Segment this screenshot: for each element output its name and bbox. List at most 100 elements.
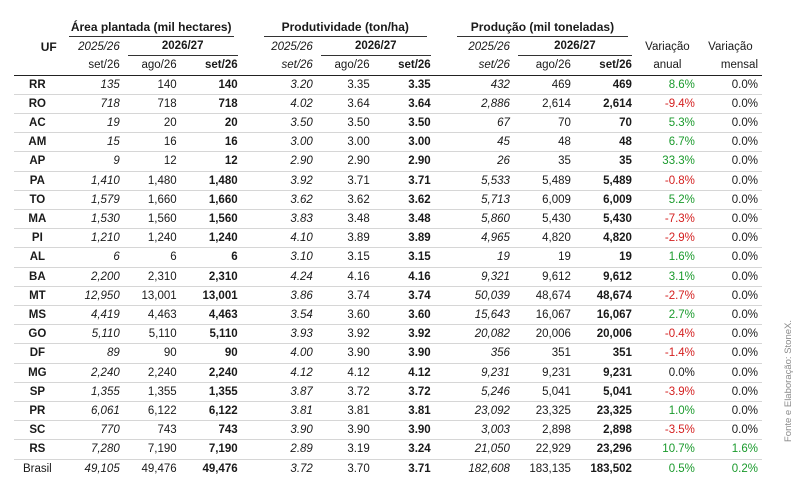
var-monthly-cell: 0.2%: [698, 458, 762, 478]
prod-ago26-cell: 3.15: [316, 247, 374, 268]
area-2025-26-cell: 718: [60, 94, 124, 115]
prod-2025-26-cell: 3.86: [255, 286, 317, 307]
prod-ago26-cell: 4.12: [316, 363, 374, 383]
table-container: Área plantada (mil hectares) Produtivida…: [14, 18, 762, 478]
var-annual-cell: 3.1%: [635, 267, 699, 287]
prod-2025-26-cell: 3.54: [255, 305, 317, 326]
area-ago26-cell: 718: [123, 94, 181, 115]
uf-spacer: [14, 18, 61, 37]
output-ago26-cell: 9,612: [513, 267, 575, 287]
output-2025-26-cell: 5,533: [448, 171, 514, 191]
output-2025-26-cell: 19: [448, 247, 514, 268]
prod-ago26-cell: 3.60: [316, 305, 374, 326]
prod-2025-26-cell: 2.89: [255, 439, 317, 460]
area-2025-26-cell: 1,355: [60, 382, 124, 403]
output-2025-26-cell: 67: [448, 113, 514, 134]
area-2025-26-cell: 49,105: [60, 458, 124, 478]
var-annual-cell: -2.9%: [635, 228, 699, 249]
area-ago26-cell: 20: [123, 113, 181, 134]
prod-ago26-cell: 3.92: [316, 324, 374, 345]
output-2025-26-cell: 20,082: [448, 324, 514, 345]
area-ago26-cell: 1,560: [123, 209, 181, 230]
var-annual-cell: 2.7%: [635, 305, 699, 326]
output-ago26-cell: 48,674: [513, 286, 575, 307]
var-annual-cell: -2.7%: [635, 286, 699, 307]
prod-2025-26-cell: 3.87: [255, 382, 317, 403]
var-annual-cell: -3.9%: [635, 382, 699, 403]
var-annual-cell: 0.0%: [635, 363, 699, 383]
output-2025-26-cell: 15,643: [448, 305, 514, 326]
var-annual-cell: 0.5%: [635, 458, 699, 478]
prod-year-cur: 2026/27: [317, 37, 435, 57]
output-set26-cell: 48: [574, 132, 636, 153]
prod-year-prev: 2025/26: [271, 40, 313, 53]
table-row: MT 12,950 13,001 13,001 3.86 3.74 3.74 50,039 48…: [14, 286, 762, 307]
var-annual-cell: 5.3%: [635, 113, 699, 134]
table-row: AM 15 16 16 3.00 3.00 3.00 45 48 48 6.7% 0.0%: [14, 132, 762, 153]
uf-cell: RS: [14, 439, 61, 460]
var-monthly-cell: 0.0%: [698, 151, 762, 172]
output-2025-26-cell: 9,231: [448, 363, 514, 383]
output-ago26-cell: 48: [513, 132, 575, 153]
output-2025-26-cell: 182,608: [448, 458, 514, 478]
uf-cell: AP: [14, 151, 61, 172]
var-annual-cell: 33.3%: [635, 151, 699, 172]
area-set26-cell: 20: [180, 113, 242, 134]
area-set26-cell: 2,240: [180, 363, 242, 383]
prod-2025-26-cell: 4.24: [255, 267, 317, 287]
prod-2025-26-cell: 3.10: [255, 247, 317, 268]
output-ago26-cell: 35: [513, 151, 575, 172]
prod-2025-26-cell: 3.83: [255, 209, 317, 230]
output-set26-cell: 9,612: [574, 267, 636, 287]
area-set26-cell: 1,355: [180, 382, 242, 403]
prod-set26-cell: 3.90: [373, 343, 435, 364]
area-set26-cell: 13,001: [180, 286, 242, 307]
area-2025-26-cell: 7,280: [60, 439, 124, 460]
area-year-cur: 2026/27: [124, 37, 242, 57]
uf-header: UF: [40, 39, 57, 54]
prod-set26-cell: 3.90: [373, 420, 435, 441]
prod-2025-26-cell: 3.81: [255, 401, 317, 422]
var-monthly-cell: 0.0%: [698, 324, 762, 345]
prod-ago26-cell: 4.16: [316, 267, 374, 287]
prod-ago26-cell: 3.19: [316, 439, 374, 460]
area-ago26-cell: 16: [123, 132, 181, 153]
area-set26-cell: 140: [180, 75, 242, 95]
var-monthly-cell: 0.0%: [698, 401, 762, 422]
uf-cell: PA: [14, 171, 61, 191]
output-ago26-cell: 6,009: [513, 190, 575, 211]
var-monthly-cell: 0.0%: [698, 132, 762, 153]
output-set26-cell: 5,489: [574, 171, 636, 191]
table-row: PA 1,410 1,480 1,480 3.92 3.71 3.71 5,533 5,489 5…: [14, 171, 762, 191]
area-set26-cell: 1,240: [180, 228, 242, 249]
area-ago26-cell: 90: [123, 343, 181, 364]
var-monthly-cell: 0.0%: [698, 267, 762, 287]
uf-cell: Brasil: [14, 458, 61, 478]
prod-ago26-cell: 3.89: [316, 228, 374, 249]
output-ago26-cell: 2,898: [513, 420, 575, 441]
area-2025-26-cell: 1,210: [60, 228, 124, 249]
prod-2025-26-cell: 4.00: [255, 343, 317, 364]
uf-cell: SP: [14, 382, 61, 403]
var-monthly-cell: 0.0%: [698, 75, 762, 95]
area-ago26-cell: 5,110: [123, 324, 181, 345]
output-2025-26-cell: 5,860: [448, 209, 514, 230]
prod-set26-cell: 3.92: [373, 324, 435, 345]
var-monthly-header-1: Variação: [708, 40, 753, 53]
prod-set26-cell: 3.00: [373, 132, 435, 153]
output-set26-cell: 70: [574, 113, 636, 134]
var-monthly-cell: 0.0%: [698, 420, 762, 441]
area-year-prev: 2025/26: [78, 40, 120, 53]
area-set26-cell: 12: [180, 151, 242, 172]
table-row: PR 6,061 6,122 6,122 3.81 3.81 3.81 23,092 23,32…: [14, 401, 762, 422]
prod-set26-cell: 3.50: [373, 113, 435, 134]
var-annual-cell: -3.5%: [635, 420, 699, 441]
source-note: Fonte e Elaboração: StoneX.: [783, 320, 794, 442]
prod-ago26-cell: 3.64: [316, 94, 374, 115]
prod-2025-26-cell: 3.92: [255, 171, 317, 191]
output-set26-cell: 469: [574, 75, 636, 95]
table-row: BA 2,200 2,310 2,310 4.24 4.16 4.16 9,321 9,612 9…: [14, 267, 762, 287]
output-ago26-cell: 5,489: [513, 171, 575, 191]
prod-ago26-cell: 3.90: [316, 343, 374, 364]
var-monthly-cell: 0.0%: [698, 305, 762, 326]
